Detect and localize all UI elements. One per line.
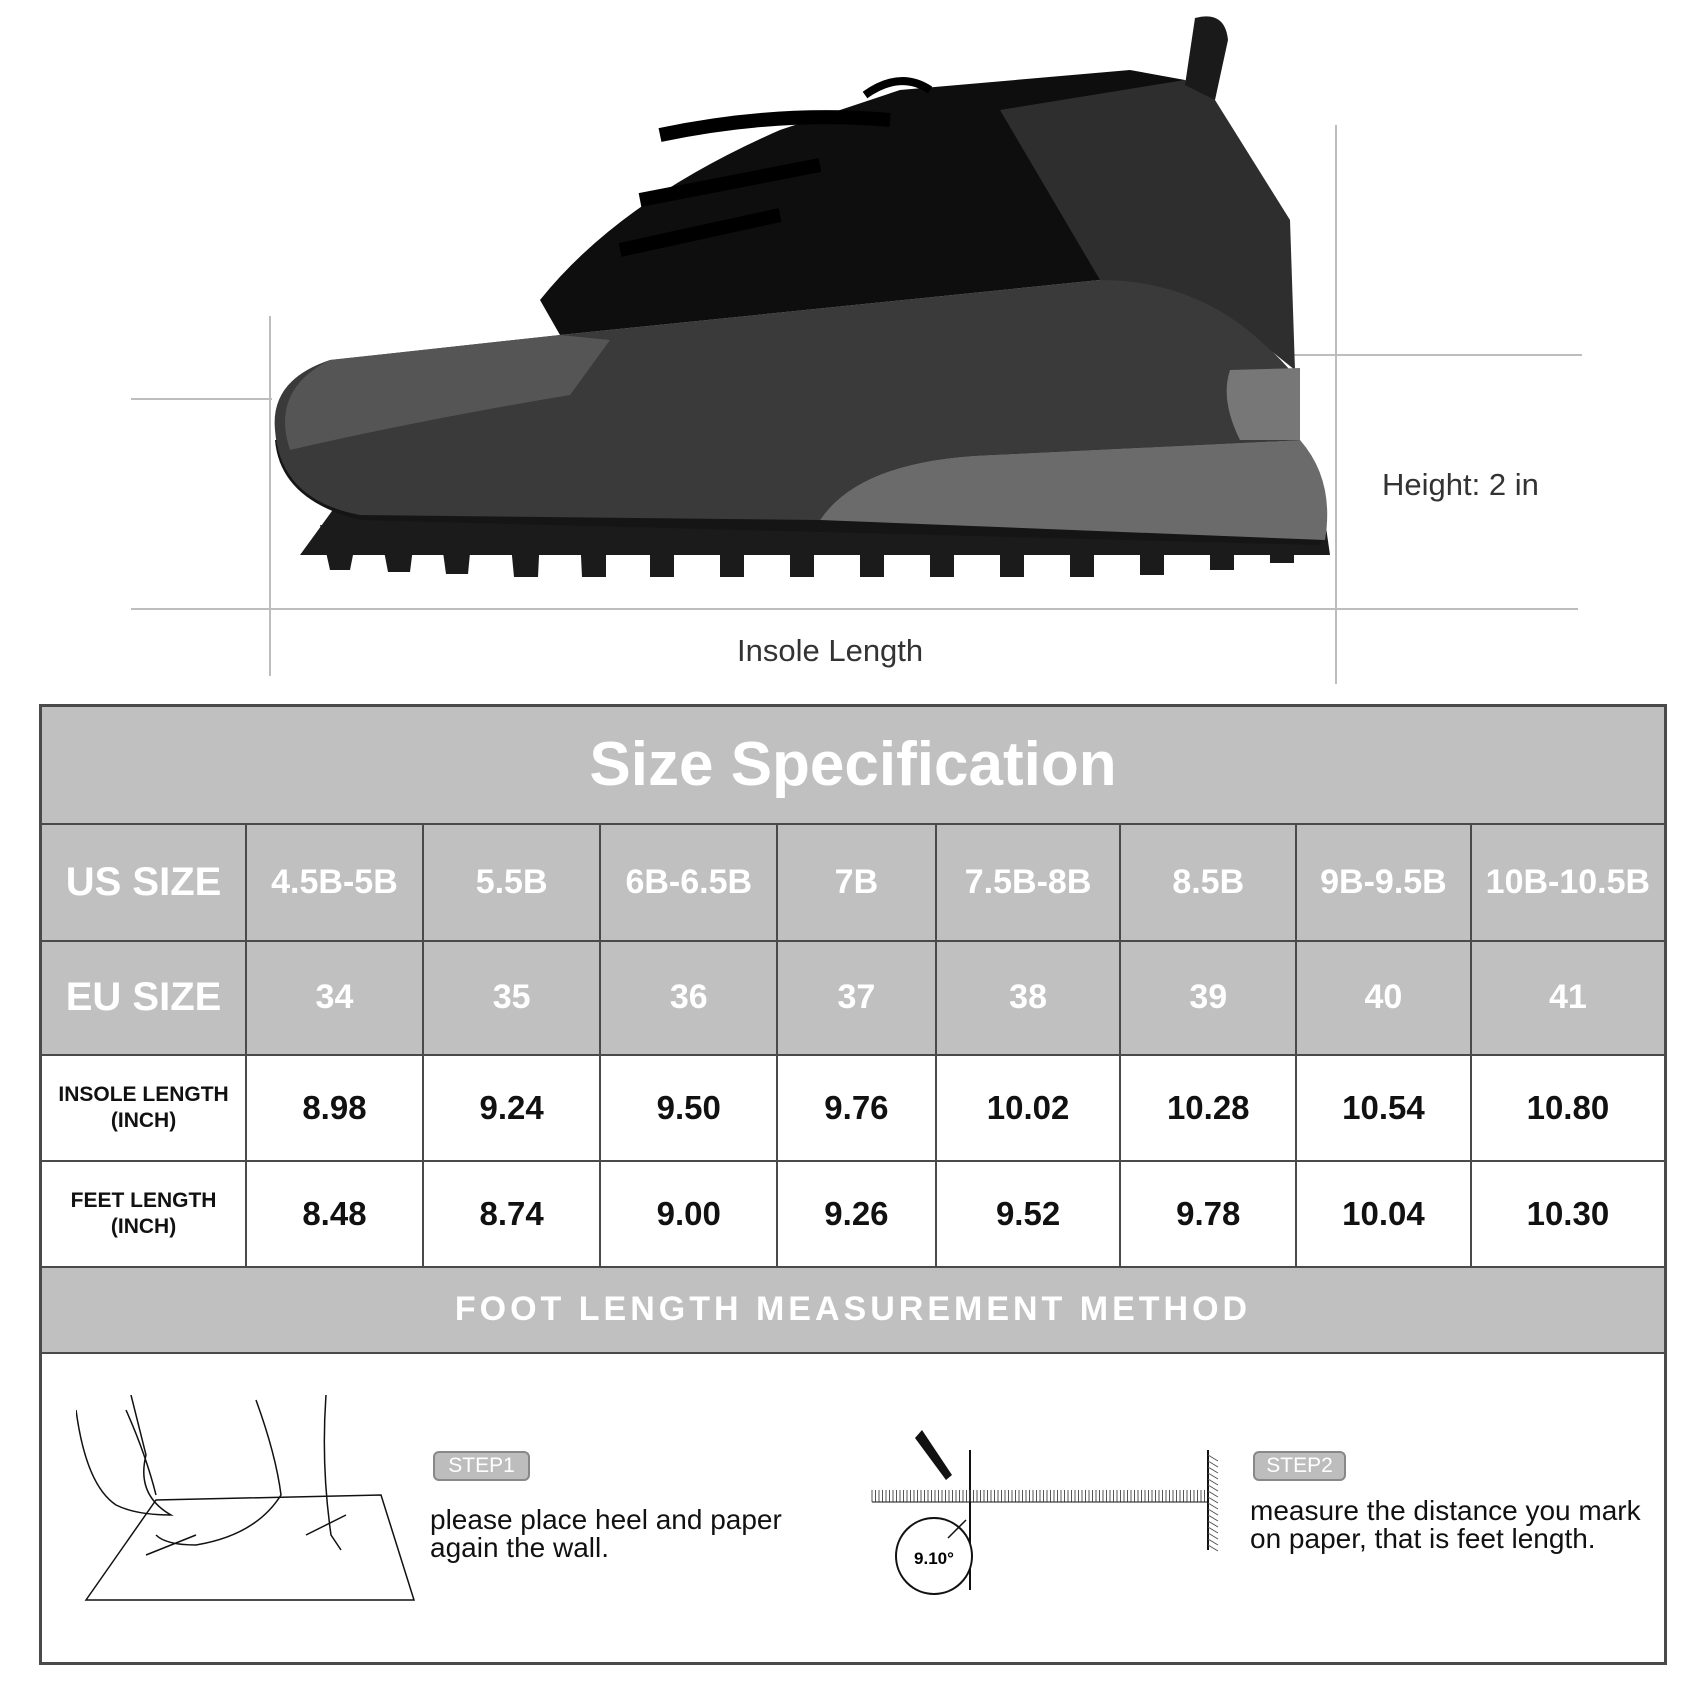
step1-line: please place heel and paper (430, 1504, 782, 1535)
wall-hatch (1207, 1466, 1219, 1474)
label-line: FEET LENGTH (70, 1188, 217, 1212)
feet-cell: 9.78 (1119, 1159, 1298, 1268)
wall-hatch (1207, 1472, 1219, 1480)
wall-hatch (1207, 1460, 1219, 1468)
wall-hatch (1207, 1484, 1219, 1492)
table-title: Size Specification (39, 704, 1667, 825)
wall-hatch (1207, 1526, 1219, 1534)
ruler-illustration: 9.10° (871, 1430, 1219, 1595)
eu-size-cell: 38 (934, 939, 1122, 1056)
guide-line (131, 398, 272, 400)
wall-hatch (1207, 1544, 1219, 1552)
us-size-cell: 8.5B (1119, 822, 1298, 942)
method-body (39, 1351, 1667, 1665)
wall-hatch (1207, 1502, 1219, 1510)
guide-line (269, 316, 271, 676)
wall-hatch (1207, 1520, 1219, 1528)
wall-hatch (1207, 1478, 1219, 1486)
wall-hatch (1207, 1496, 1219, 1504)
insole-length-row: INSOLE LENGTH (INCH) 8.98 9.24 9.50 9.76 … (39, 1053, 1667, 1162)
wall-hatch (1207, 1508, 1219, 1516)
us-size-row: US SIZE 4.5B-5B 5.5B 6B-6.5B 7B 7.5B-8B … (39, 822, 1667, 942)
feet-cell: 9.00 (599, 1159, 779, 1268)
us-size-cell: 6B-6.5B (599, 822, 779, 942)
us-size-cell: 10B-10.5B (1469, 822, 1667, 942)
eu-size-cell: 35 (421, 939, 602, 1056)
eu-size-cell: 37 (776, 939, 937, 1056)
us-size-cell: 7.5B-8B (934, 822, 1122, 942)
wall-hatch (1207, 1538, 1219, 1546)
insole-cell: 9.24 (421, 1053, 602, 1162)
us-size-cell: 5.5B (421, 822, 602, 942)
step2-line: measure the distance you mark (1250, 1495, 1641, 1526)
step2-line: on paper, that is feet length. (1250, 1523, 1596, 1554)
insole-length-label: Insole Length (737, 633, 924, 668)
insole-cell: 10.28 (1119, 1053, 1298, 1162)
label-unit: (INCH) (110, 1214, 177, 1238)
insole-length-label: INSOLE LENGTH (INCH) (39, 1053, 248, 1162)
eu-size-cell: 41 (1469, 939, 1667, 1056)
eu-size-row: EU SIZE 34 35 36 37 38 39 40 41 (39, 939, 1667, 1056)
us-size-cell: 9B-9.5B (1295, 822, 1472, 942)
feet-cell: 10.04 (1295, 1159, 1472, 1268)
shoe-image (274, 16, 1330, 577)
insole-cell: 10.02 (934, 1053, 1122, 1162)
insole-cell: 10.54 (1295, 1053, 1472, 1162)
step2-text: measure the distance you mark on paper, … (1250, 1497, 1641, 1553)
feet-length-row: FEET LENGTH (INCH) 8.48 8.74 9.00 9.26 9.… (39, 1159, 1667, 1268)
step2-badge: STEP2 (1253, 1451, 1346, 1481)
us-size-cell: 7B (776, 822, 937, 942)
wall-hatch (1207, 1490, 1219, 1498)
size-table: Size Specification US SIZE 4.5B-5B 5.5B … (39, 704, 1667, 1665)
label-unit: (INCH) (110, 1108, 177, 1132)
eu-size-cell: 34 (245, 939, 424, 1056)
feet-cell: 8.48 (245, 1159, 424, 1268)
wall-hatch (1207, 1514, 1219, 1522)
eu-size-cell: 36 (599, 939, 779, 1056)
foot-on-paper-illustration (76, 1395, 416, 1601)
feet-cell: 9.26 (776, 1159, 937, 1268)
wall-hatch (1207, 1532, 1219, 1540)
feet-cell: 9.52 (934, 1159, 1122, 1268)
step1-line: again the wall. (430, 1532, 610, 1563)
feet-cell: 8.74 (421, 1159, 602, 1268)
pencil-icon (915, 1430, 952, 1480)
label-line: INSOLE LENGTH (58, 1082, 229, 1106)
feet-length-label: FEET LENGTH (INCH) (39, 1159, 248, 1268)
eu-size-cell: 40 (1295, 939, 1472, 1056)
us-size-cell: 4.5B-5B (245, 822, 424, 942)
eu-size-cell: 39 (1119, 939, 1298, 1056)
insole-cell: 8.98 (245, 1053, 424, 1162)
insole-cell: 9.50 (599, 1053, 779, 1162)
feet-cell: 10.30 (1469, 1159, 1667, 1268)
eu-size-label: EU SIZE (39, 939, 248, 1056)
step1-badge: STEP1 (433, 1451, 530, 1481)
step1-text: please place heel and paper again the wa… (430, 1506, 782, 1562)
guide-line (131, 608, 1578, 610)
wall-hatch (1207, 1454, 1219, 1462)
guide-line (1291, 354, 1582, 356)
method-title: FOOT LENGTH MEASUREMENT METHOD (39, 1265, 1667, 1354)
angle-label: 9.10° (914, 1549, 954, 1568)
guide-line (1335, 125, 1337, 684)
height-label: Height: 2 in (1382, 467, 1539, 502)
us-size-label: US SIZE (39, 822, 248, 942)
insole-cell: 9.76 (776, 1053, 937, 1162)
insole-cell: 10.80 (1469, 1053, 1667, 1162)
